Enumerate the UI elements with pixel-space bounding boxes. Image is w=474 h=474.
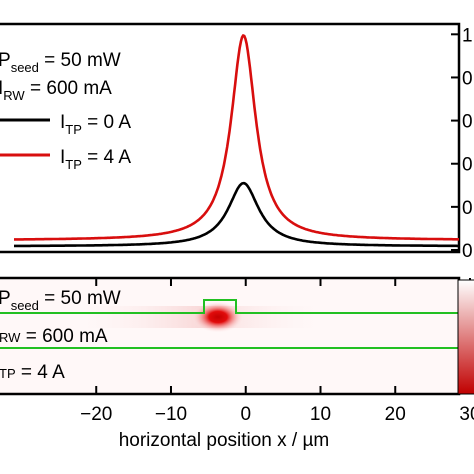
y-tick-label: 0: [462, 112, 473, 133]
bottom-chart: Pseed = 50 mW RW = 600 mA TP = 4 A −20 −1…: [0, 276, 474, 451]
colorbar: [457, 279, 474, 395]
top-y-ticks: 0 0 0 0 0 1: [451, 25, 473, 262]
y-tick-label: 0: [462, 198, 473, 219]
heatmap-label-itp: TP = 4 A: [0, 362, 65, 383]
y-tick-label: 0: [462, 155, 473, 176]
x-tick-label: −10: [155, 404, 187, 425]
bottom-x-ticks: −20 −10 0 10 20 30: [80, 278, 474, 425]
heatmap-label-irw: RW = 600 mA: [0, 326, 108, 347]
series-line-itp-4a: [13, 34, 459, 241]
y-tick-label: 0: [462, 241, 473, 262]
y-tick-label: 1: [462, 25, 473, 46]
y-tick-label: 0: [462, 68, 473, 89]
heatmap-label-pseed: Pseed = 50 mW: [0, 288, 121, 313]
series-line-itp-0a: [13, 181, 459, 248]
legend-itp-0a: ITP = 0 A: [60, 112, 131, 137]
x-tick-label: 20: [385, 404, 406, 425]
waveguide-outline: [0, 299, 459, 314]
legend-pseed: Pseed = 50 mW: [0, 50, 121, 75]
top-chart: 0 0 0 0 0 1 Pseed = 50 mW IRW = 600 mA ITP = …: [0, 22, 473, 262]
x-tick-label: 0: [240, 404, 251, 425]
legend-itp-4a: ITP = 4 A: [60, 147, 131, 172]
x-tick-label: 30: [459, 404, 474, 425]
x-axis-label: horizontal position x / µm: [119, 430, 330, 451]
legend-irw: IRW = 600 mA: [0, 78, 112, 103]
bottom-plot-frame: [0, 276, 461, 396]
x-tick-label: −20: [80, 404, 112, 425]
x-tick-label: 10: [310, 404, 331, 425]
